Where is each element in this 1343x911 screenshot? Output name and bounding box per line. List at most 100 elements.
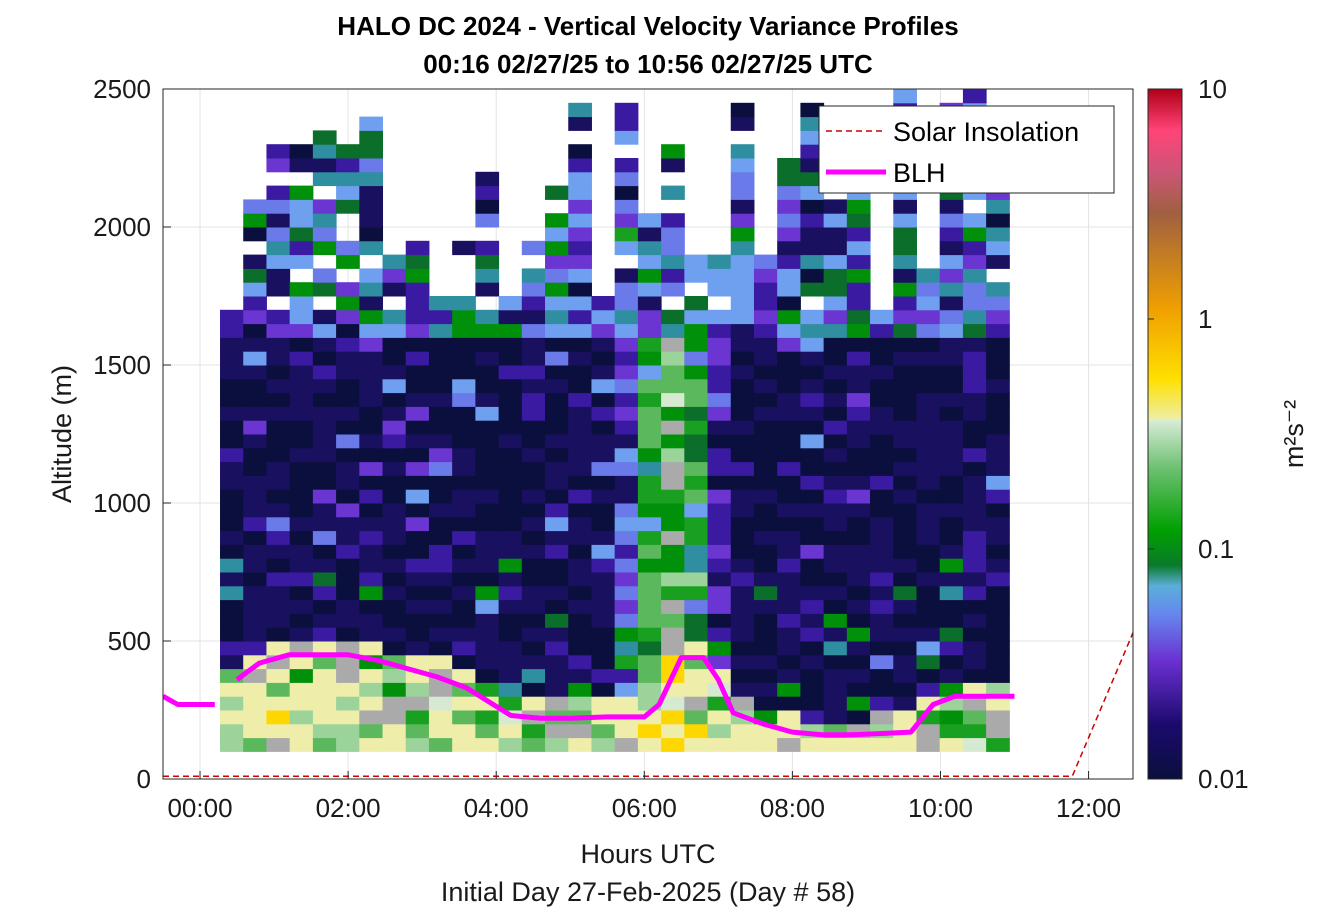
heatmap-cell [916, 489, 941, 504]
heatmap-cell [730, 213, 755, 228]
heatmap-cell [359, 599, 384, 614]
heatmap-cell [661, 144, 685, 159]
heatmap-cell [846, 461, 871, 476]
heatmap-cell [498, 475, 523, 490]
heatmap-cell [545, 641, 569, 656]
heatmap-cell [428, 585, 453, 601]
heatmap-cell [568, 254, 592, 269]
heatmap-cell [428, 378, 453, 394]
heatmap-cell [359, 447, 384, 463]
heatmap-cell [452, 461, 476, 476]
heatmap-cell [962, 503, 987, 518]
heatmap-cell [893, 351, 917, 366]
heatmap-cell [962, 268, 987, 283]
heatmap-cell [684, 475, 709, 490]
heatmap-cell [614, 365, 639, 380]
heatmap-cell [614, 420, 639, 435]
heatmap-cell [753, 378, 778, 394]
heatmap-cell [823, 365, 848, 380]
heatmap-cell [428, 558, 453, 573]
heatmap-cell [730, 558, 755, 573]
heatmap-cell [661, 309, 685, 325]
heatmap-cell [777, 309, 801, 325]
heatmap-cell [661, 434, 685, 449]
heatmap-cell [289, 516, 314, 532]
y-tick-label: 2500 [93, 74, 151, 104]
heatmap-cell [661, 213, 685, 228]
heatmap-cell [359, 378, 384, 394]
heatmap-cell [243, 585, 267, 601]
heatmap-cell [266, 627, 291, 642]
heatmap-cell [452, 737, 476, 752]
heatmap-cell [777, 185, 801, 200]
heatmap-cell [939, 627, 964, 642]
heatmap-cell [359, 365, 384, 380]
heatmap-cell [730, 254, 755, 269]
heatmap-cell [336, 296, 360, 311]
heatmap-cell [637, 503, 662, 518]
heatmap-cell [661, 558, 685, 573]
heatmap-cell [289, 199, 314, 214]
heatmap-cell [289, 351, 314, 366]
colorbar-tick-label: 1 [1198, 304, 1212, 334]
heatmap-cell [382, 572, 407, 587]
heatmap-cell [753, 503, 778, 518]
heatmap-cell [916, 420, 941, 435]
heatmap-cell [243, 227, 267, 242]
colorbar-tick-label: 0.1 [1198, 534, 1234, 564]
heatmap-cell [707, 530, 732, 545]
heatmap-cell [359, 434, 384, 449]
heatmap-cell [312, 434, 337, 449]
heatmap-cell [939, 654, 964, 670]
heatmap-cell [614, 351, 639, 366]
heatmap-cell [359, 185, 384, 200]
heatmap-cell [243, 723, 267, 739]
heatmap-cell [243, 503, 267, 518]
heatmap-cell [591, 585, 616, 601]
heatmap-cell [870, 710, 894, 725]
heatmap-cell [220, 420, 244, 435]
heatmap-cell [637, 282, 662, 297]
heatmap-cell [568, 378, 592, 394]
heatmap-cell [428, 475, 453, 490]
heatmap-cell [684, 296, 709, 311]
heatmap-cell [405, 641, 430, 656]
heatmap-cell [243, 682, 267, 697]
heatmap-cell [893, 268, 917, 283]
heatmap-cell [893, 503, 917, 518]
heatmap-cell [452, 406, 476, 421]
heatmap-cell [266, 599, 291, 614]
heatmap-cell [753, 530, 778, 545]
heatmap-cell [753, 447, 778, 463]
heatmap-cell [614, 227, 639, 242]
heatmap-cell [475, 309, 500, 325]
heatmap-cell [220, 544, 244, 559]
heatmap-cell [568, 544, 592, 559]
heatmap-cell [405, 323, 430, 338]
heatmap-cell [475, 475, 500, 490]
heatmap-cell [428, 613, 453, 628]
heatmap-cell [405, 489, 430, 504]
heatmap-cell [591, 530, 616, 545]
heatmap-cell [800, 696, 825, 711]
heatmap-cell [312, 392, 337, 407]
heatmap-cell [777, 240, 801, 256]
heatmap-cell [545, 558, 569, 573]
heatmap-cell [846, 392, 871, 407]
heatmap-cell [986, 254, 1010, 269]
heatmap-cell [800, 613, 825, 628]
heatmap-cell [637, 723, 662, 739]
heatmap-cell [312, 406, 337, 421]
heatmap-cell [962, 227, 987, 242]
heatmap-cell [452, 475, 476, 490]
heatmap-cell [846, 572, 871, 587]
heatmap-cell [614, 282, 639, 297]
heatmap-cell [939, 323, 964, 338]
heatmap-cell [568, 296, 592, 311]
heatmap-cell [684, 641, 709, 656]
heatmap-cell [637, 461, 662, 476]
heatmap-cell [312, 337, 337, 352]
heatmap-cell [382, 254, 407, 269]
heatmap-cell [823, 337, 848, 352]
heatmap-cell [893, 213, 917, 228]
